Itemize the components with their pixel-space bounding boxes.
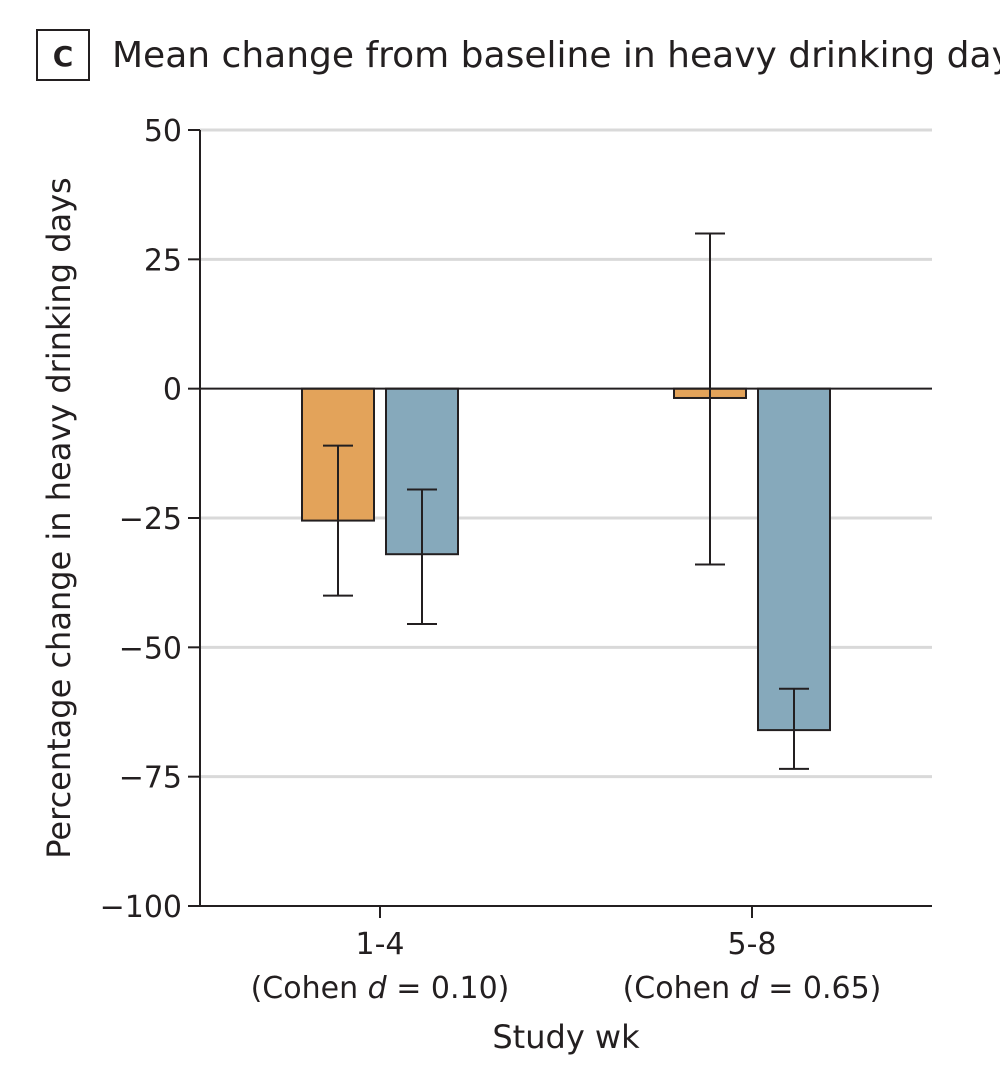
x-axis-label: Study wk — [492, 1018, 640, 1056]
error-bar-series0-cat0 — [323, 444, 353, 597]
panel-letter: C — [53, 40, 74, 73]
effect-size-label-0: (Cohen d = 0.10) — [251, 971, 510, 1006]
y-tick-label-1: 25 — [144, 243, 182, 278]
y-tick-label-6: −100 — [100, 890, 182, 925]
y-tick-label-2: 0 — [163, 373, 182, 408]
error-bar-series1-cat0 — [407, 488, 437, 626]
y-axis-label: Percentage change in heavy drinking days — [40, 177, 78, 858]
tick-labels: 50 25 0 −25 −50 −75 −100 1-4 (Cohen d = 0.10) 5-8… — [100, 114, 882, 1006]
bars — [301, 232, 831, 770]
y-tick-label-0: 50 — [144, 114, 182, 149]
y-tick-label-5: −75 — [119, 761, 182, 796]
y-tick-label-4: −50 — [119, 631, 182, 666]
error-bar-series1-cat1 — [779, 687, 809, 770]
x-tick-label-0: 1-4 — [356, 927, 405, 962]
chart-title: Mean change from baseline in heavy drink… — [112, 35, 1000, 76]
bar-series1-cat1 — [757, 387, 831, 732]
x-tick-label-1: 5-8 — [728, 927, 777, 962]
y-tick-label-3: −25 — [119, 502, 182, 537]
axes — [188, 129, 932, 918]
error-bar-series0-cat1 — [695, 232, 725, 566]
panel-label-box — [36, 29, 90, 81]
effect-size-label-1: (Cohen d = 0.65) — [623, 971, 882, 1006]
